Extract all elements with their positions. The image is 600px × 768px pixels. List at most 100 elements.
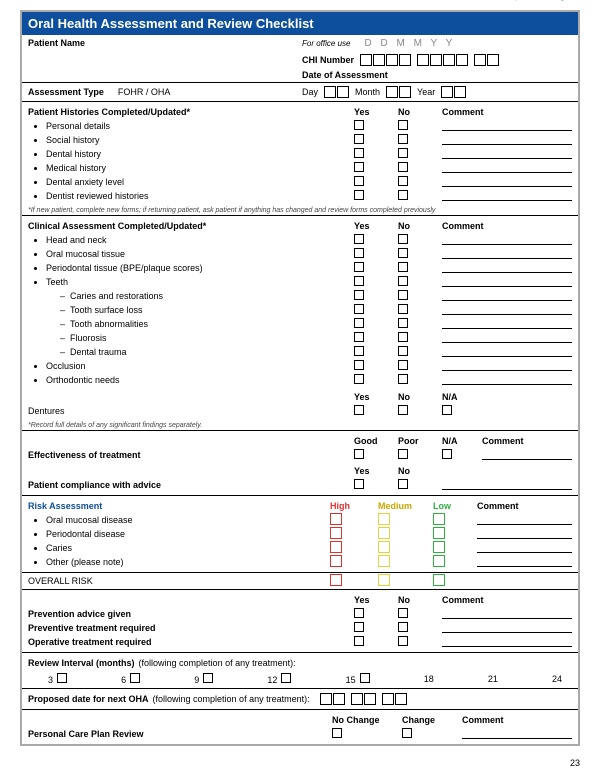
clinical-yes[interactable] xyxy=(354,318,364,328)
chi-box-group2[interactable] xyxy=(417,54,468,66)
proposed-d[interactable] xyxy=(320,693,345,705)
history-yes[interactable] xyxy=(354,120,364,130)
risk-high[interactable] xyxy=(330,555,342,567)
clinical-yes[interactable] xyxy=(354,374,364,384)
review-box[interactable] xyxy=(281,673,291,683)
clinical-no[interactable] xyxy=(398,360,408,370)
history-yes[interactable] xyxy=(354,134,364,144)
risk-high[interactable] xyxy=(330,513,342,525)
compliance-yes[interactable] xyxy=(354,479,364,489)
risk-comment-line[interactable] xyxy=(477,529,572,539)
risk-high[interactable] xyxy=(330,527,342,539)
compliance-comment-line[interactable] xyxy=(442,480,572,490)
review-box[interactable] xyxy=(360,673,370,683)
clinical-yes[interactable] xyxy=(354,276,364,286)
risk-low[interactable] xyxy=(433,513,445,525)
history-comment-line[interactable] xyxy=(442,177,572,187)
history-yes[interactable] xyxy=(354,148,364,158)
prev-no[interactable] xyxy=(398,636,408,646)
history-no[interactable] xyxy=(398,162,408,172)
clinical-yes[interactable] xyxy=(354,304,364,314)
history-no[interactable] xyxy=(398,176,408,186)
clinical-comment-line[interactable] xyxy=(442,305,572,315)
clinical-no[interactable] xyxy=(398,332,408,342)
dentures-no[interactable] xyxy=(398,405,408,415)
day-boxes[interactable] xyxy=(324,86,349,98)
clinical-comment-line[interactable] xyxy=(442,375,572,385)
prev-yes[interactable] xyxy=(354,608,364,618)
history-yes[interactable] xyxy=(354,176,364,186)
overall-high[interactable] xyxy=(330,574,342,586)
clinical-yes[interactable] xyxy=(354,360,364,370)
clinical-yes[interactable] xyxy=(354,332,364,342)
clinical-comment-line[interactable] xyxy=(442,347,572,357)
risk-high[interactable] xyxy=(330,541,342,553)
risk-low[interactable] xyxy=(433,541,445,553)
year-boxes[interactable] xyxy=(441,86,466,98)
risk-low[interactable] xyxy=(433,527,445,539)
clinical-comment-line[interactable] xyxy=(442,235,572,245)
risk-med[interactable] xyxy=(378,527,390,539)
history-no[interactable] xyxy=(398,190,408,200)
risk-comment-line[interactable] xyxy=(477,557,572,567)
proposed-m[interactable] xyxy=(351,693,376,705)
review-box[interactable] xyxy=(130,673,140,683)
clinical-comment-line[interactable] xyxy=(442,319,572,329)
clinical-comment-line[interactable] xyxy=(442,249,572,259)
history-yes[interactable] xyxy=(354,162,364,172)
prev-yes[interactable] xyxy=(354,622,364,632)
clinical-no[interactable] xyxy=(398,346,408,356)
proposed-y[interactable] xyxy=(382,693,407,705)
pcp-comment-line[interactable] xyxy=(462,729,572,739)
clinical-yes[interactable] xyxy=(354,290,364,300)
risk-med[interactable] xyxy=(378,513,390,525)
clinical-comment-line[interactable] xyxy=(442,263,572,273)
history-comment-line[interactable] xyxy=(442,191,572,201)
clinical-yes[interactable] xyxy=(354,234,364,244)
prev-yes[interactable] xyxy=(354,636,364,646)
risk-low[interactable] xyxy=(433,555,445,567)
clinical-no[interactable] xyxy=(398,290,408,300)
clinical-yes[interactable] xyxy=(354,346,364,356)
eff-good[interactable] xyxy=(354,449,364,459)
clinical-comment-line[interactable] xyxy=(442,277,572,287)
history-yes[interactable] xyxy=(354,190,364,200)
clinical-no[interactable] xyxy=(398,262,408,272)
clinical-comment-line[interactable] xyxy=(442,333,572,343)
month-boxes[interactable] xyxy=(386,86,411,98)
risk-comment-line[interactable] xyxy=(477,515,572,525)
prev-no[interactable] xyxy=(398,622,408,632)
clinical-no[interactable] xyxy=(398,374,408,384)
eff-comment-line[interactable] xyxy=(482,450,572,460)
prev-comment-line[interactable] xyxy=(442,637,572,647)
overall-med[interactable] xyxy=(378,574,390,586)
history-no[interactable] xyxy=(398,134,408,144)
clinical-comment-line[interactable] xyxy=(442,361,572,371)
risk-med[interactable] xyxy=(378,555,390,567)
dentures-na[interactable] xyxy=(442,405,452,415)
clinical-no[interactable] xyxy=(398,304,408,314)
history-comment-line[interactable] xyxy=(442,163,572,173)
dentures-yes[interactable] xyxy=(354,405,364,415)
clinical-yes[interactable] xyxy=(354,248,364,258)
review-box[interactable] xyxy=(203,673,213,683)
prev-comment-line[interactable] xyxy=(442,623,572,633)
review-box[interactable] xyxy=(57,673,67,683)
prev-comment-line[interactable] xyxy=(442,609,572,619)
risk-comment-line[interactable] xyxy=(477,543,572,553)
clinical-comment-line[interactable] xyxy=(442,291,572,301)
clinical-no[interactable] xyxy=(398,276,408,286)
prev-no[interactable] xyxy=(398,608,408,618)
history-comment-line[interactable] xyxy=(442,121,572,131)
history-comment-line[interactable] xyxy=(442,149,572,159)
clinical-no[interactable] xyxy=(398,248,408,258)
compliance-no[interactable] xyxy=(398,479,408,489)
clinical-no[interactable] xyxy=(398,234,408,244)
eff-poor[interactable] xyxy=(398,449,408,459)
chi-box-group[interactable] xyxy=(360,54,411,66)
clinical-no[interactable] xyxy=(398,318,408,328)
clinical-yes[interactable] xyxy=(354,262,364,272)
history-no[interactable] xyxy=(398,120,408,130)
risk-med[interactable] xyxy=(378,541,390,553)
chi-box-group3[interactable] xyxy=(474,54,499,66)
